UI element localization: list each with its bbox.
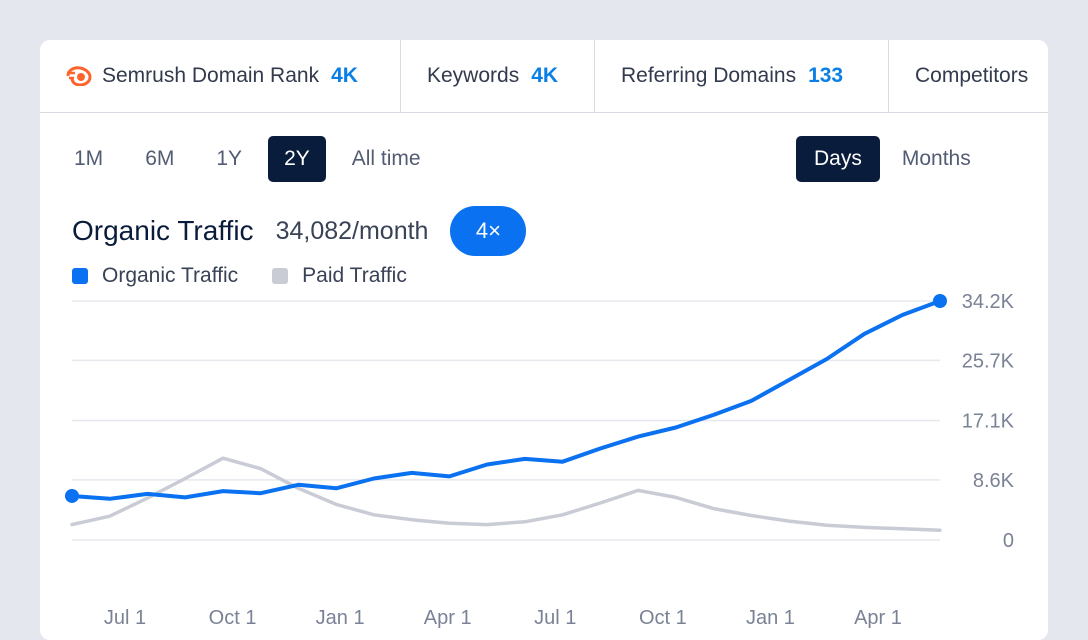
x-tick-label: Oct 1 [639,607,687,629]
range-6m-button[interactable]: 6M [145,147,175,170]
tab-competitors-label: Competitors [915,64,1029,87]
tab-referring-domains-label: Referring Domains [621,64,797,87]
tab-domain-rank-label: Semrush Domain Rank [102,64,320,87]
metric-title: Organic Traffic [72,215,254,246]
x-tick-label: Apr 1 [424,607,472,629]
granularity-selector: Days Months [796,136,993,182]
legend-paid-traffic[interactable]: Paid Traffic [272,264,407,288]
y-tick-label: 17.1K [962,411,1015,433]
organic-end-point [933,294,947,308]
paid-traffic-line [70,456,942,532]
range-1y-button[interactable]: 1Y [216,147,243,170]
days-button[interactable]: Days [796,136,880,182]
metric-value: 34,082/month [275,216,429,245]
organic-traffic-line [70,299,942,501]
months-button[interactable]: Months [901,147,971,170]
range-2y-button[interactable]: 2Y [268,136,326,182]
tab-referring-domains[interactable]: Referring Domains 133 [595,40,889,112]
y-tick-label: 0 [1003,530,1014,552]
y-tick-label: 34.2K [962,291,1015,313]
metric-header: Organic Traffic 34,082/month 4× [72,206,527,256]
range-all-time-button[interactable]: All time [351,147,421,170]
traffic-chart: 34.2K 25.7K 17.1K 8.6K 0 Jul 1 Oct 1 Jan 1 Apr 1… [65,291,1015,629]
semrush-logo-icon [66,66,92,86]
chart-legend: Organic Traffic Paid Traffic [72,264,441,288]
x-tick-label: Jul 1 [104,607,146,629]
tab-keywords-label: Keywords [427,64,520,87]
x-tick-label: Jan 1 [316,607,365,629]
tab-domain-rank-value: 4K [331,64,358,87]
range-1m-button[interactable]: 1M [74,147,104,170]
x-tick-label: Oct 1 [209,607,257,629]
tab-referring-domains-value: 133 [808,64,844,87]
legend-paid-label: Paid Traffic [302,264,407,287]
metric-tabs: Semrush Domain Rank 4K Keywords 4K Refer… [40,40,1048,113]
legend-organic-swatch [72,268,88,284]
legend-paid-swatch [272,268,289,284]
y-tick-label: 8.6K [973,470,1015,492]
tab-keywords[interactable]: Keywords 4K [401,40,595,112]
legend-organic-traffic[interactable]: Organic Traffic [72,264,238,288]
tab-keywords-value: 4K [531,64,559,87]
traffic-card: Semrush Domain Rank 4K Keywords 4K Refer… [40,40,1048,640]
organic-start-point [65,488,79,503]
x-tick-label: Jan 1 [746,607,795,629]
tab-competitors[interactable]: Competitors [889,40,1048,112]
legend-organic-label: Organic Traffic [102,264,239,287]
tab-domain-rank[interactable]: Semrush Domain Rank 4K [40,40,401,112]
x-tick-label: Jul 1 [534,607,576,629]
y-tick-label: 25.7K [962,350,1015,372]
growth-badge[interactable]: 4× [450,206,527,256]
date-range-selector: 1M 6M 1Y 2Y All time [58,136,447,182]
x-tick-label: Apr 1 [854,607,902,629]
